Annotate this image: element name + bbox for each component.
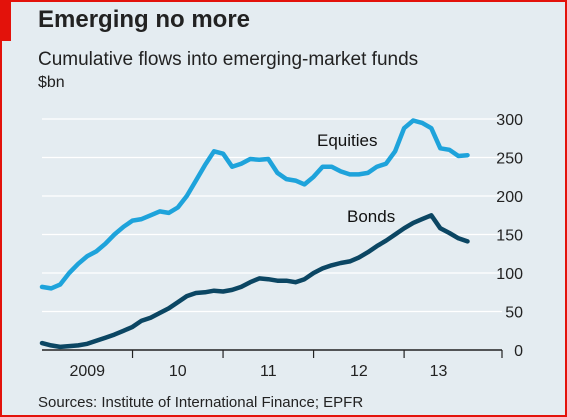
series-line-equities [39,118,470,291]
x-tick-label-10: 10 [169,363,187,380]
y-tick-label-200: 200 [496,189,523,206]
x-tick-label-12: 12 [350,363,368,380]
x-tick-label-11: 11 [260,363,277,380]
chart-title: Emerging no more [38,6,251,33]
y-tick-label-300: 300 [496,112,523,129]
x-tick-label-2009: 2009 [69,363,105,380]
chart-subtitle: Cumulative flows into emerging-market fu… [38,49,419,70]
series-label-bonds: Bonds [347,207,395,226]
x-tick-label-13: 13 [430,363,448,380]
red-corner-tab [2,2,11,41]
y-tick-label-0: 0 [514,343,523,360]
series-label-equities: Equities [317,131,377,150]
y-tick-label-100: 100 [496,266,523,283]
y-tick-label-50: 50 [505,305,523,322]
series-line-bonds [39,213,470,350]
y-tick-label-150: 150 [496,228,523,245]
y-axis-unit: $bn [38,74,65,91]
source-note: Sources: Institute of International Fina… [38,394,364,411]
y-tick-label-250: 250 [496,151,523,168]
